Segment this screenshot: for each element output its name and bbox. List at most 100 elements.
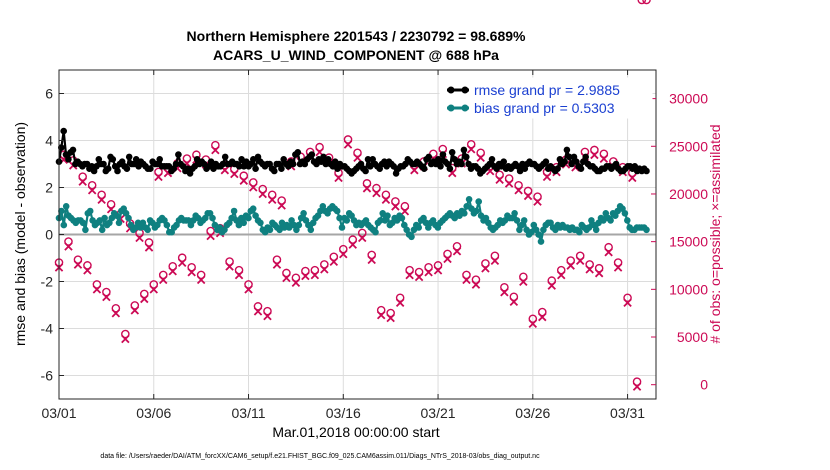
obs-assimilated-point [78,177,87,186]
x-tick-label: 03/06 [136,405,171,421]
obs-possible-point [372,183,381,193]
obs-possible-point [613,258,623,267]
obs-assimilated-point [590,150,599,160]
right-axis-label: # of obs: o=possible; ×=assimilated [707,124,723,343]
bias-point [473,207,480,215]
obs-possible-point [154,167,163,177]
bias-point [60,221,68,229]
obs-possible-point [338,244,348,254]
legend-rmse-entry: rmse grand pr = 2.9885 [447,82,620,98]
obs-possible-point [187,262,196,272]
bias-point [300,210,307,217]
bias-point [295,221,303,229]
bias-point [511,210,518,217]
bias-point [384,212,391,219]
bias-point [621,210,629,217]
legend-bias-label: bias grand pr = 0.5303 [474,100,615,116]
obs-assimilated-point [481,264,490,273]
bias-point [377,217,384,224]
obs-possible-point [277,196,286,205]
obs-assimilated-point [140,294,149,304]
obs-possible-point [149,280,159,289]
right-tick-label: 15000 [669,234,708,250]
obs-assimilated-point [348,240,357,249]
left-tick-label: -6 [41,368,54,384]
obs-assimilated-point [462,275,471,285]
obs-possible-point [258,184,268,194]
obs-assimilated-point [424,268,433,277]
obs-possible-point [225,257,234,266]
rmse-point [60,127,67,135]
rmse-point [463,153,470,161]
obs-assimilated-point [362,184,372,193]
rmse-point [460,146,468,154]
obs-possible-point [130,301,140,310]
rmse-point [271,167,278,175]
obs-assimilated-point [376,310,386,320]
obs-assimilated-point [557,270,566,280]
obs-possible-point [414,267,424,277]
obs-assimilated-point [343,140,353,149]
obs-possible-point [87,180,97,190]
obs-possible-point [495,170,504,180]
right-tick-label: 5000 [677,329,708,345]
rmse-point [563,146,571,154]
obs-assimilated-point [230,169,239,179]
bias-point [79,219,87,227]
obs-possible-point [329,252,339,262]
bias-point [240,219,247,227]
rmse-point [437,163,444,170]
rmse-point [425,153,433,161]
bias-point [58,207,65,215]
obs-possible-point [566,256,576,265]
left-tick-label: -4 [41,321,54,337]
rmse-point [577,165,585,172]
right-tick-label: 0 [700,377,708,393]
obs-assimilated-point [97,195,106,205]
obs-possible-point [490,251,500,261]
obs-assimilated-point [211,145,220,155]
obs-assimilated-point [604,247,613,257]
obs-assimilated-point [405,270,414,280]
bias-point [398,214,406,222]
obs-possible-point [92,280,102,289]
obs-assimilated-point [225,262,234,271]
bias-point [115,219,123,227]
obs-assimilated-point [234,270,244,280]
obs-possible-point [272,255,282,264]
bias-point [372,228,379,236]
obs-possible-point [514,180,523,190]
obs-assimilated-point [613,263,623,272]
obs-assimilated-point [433,266,443,275]
obs-possible-point [301,266,310,276]
rmse-point [104,165,112,172]
obs-assimilated-point [476,153,485,163]
obs-possible-point [466,139,476,149]
rmse-point [446,165,454,172]
rmse-point [221,153,229,161]
obs-possible-point [102,287,111,297]
rmse-point [219,160,227,168]
left-tick-label: 6 [45,86,53,102]
obs-possible-point [509,292,519,302]
bias-point [408,233,415,241]
obs-assimilated-point [258,189,267,199]
rmse-point [252,165,259,172]
bias-point [163,221,171,229]
rmse-point [566,153,573,161]
obs-assimilated-point [381,195,391,205]
obs-possible-point [196,270,206,280]
obs-assimilated-point [291,278,301,287]
obs-assimilated-point [102,292,111,302]
x-tick-label: 03/01 [41,405,76,421]
bias-point [338,224,346,231]
left-tick-label: 2 [45,180,53,196]
rmse-point [554,165,561,172]
bias-point [643,226,650,234]
obs-possible-point [523,186,533,196]
obs-possible-point [599,149,609,159]
obs-assimilated-point [272,260,282,269]
obs-assimilated-point [410,165,419,175]
rmse-point [643,167,650,175]
obs-assimilated-point [495,175,504,184]
